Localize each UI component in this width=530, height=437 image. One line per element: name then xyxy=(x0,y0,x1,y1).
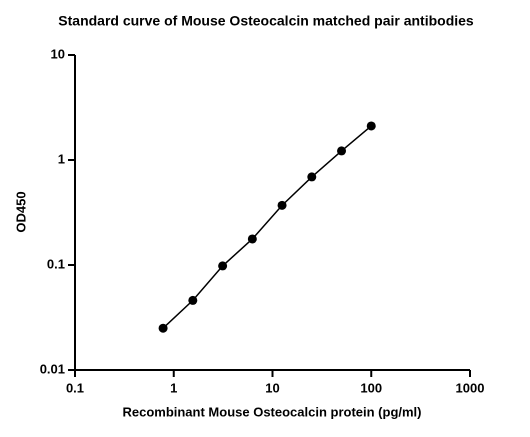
series-line xyxy=(162,125,372,329)
data-point xyxy=(307,172,317,182)
y-axis-title: OD450 xyxy=(13,191,28,232)
x-tick-label: 10 xyxy=(265,380,279,395)
y-tick-label: 0.01 xyxy=(40,361,65,376)
y-tick-label: 0.1 xyxy=(47,256,65,271)
data-point xyxy=(158,323,168,333)
data-point xyxy=(188,295,198,305)
x-tick-label: 0.1 xyxy=(66,380,84,395)
data-point xyxy=(277,200,287,210)
x-tick-label: 1 xyxy=(170,380,177,395)
x-tick-label: 1000 xyxy=(456,380,485,395)
data-point xyxy=(337,146,347,156)
y-tick-label: 1 xyxy=(58,151,65,166)
data-point xyxy=(218,261,228,271)
chart-title: Standard curve of Mouse Osteocalcin matc… xyxy=(58,13,474,29)
y-tick-label: 10 xyxy=(51,46,65,61)
data-point xyxy=(247,234,257,244)
x-tick-label: 100 xyxy=(360,380,382,395)
data-point xyxy=(366,121,376,131)
x-axis-title: Recombinant Mouse Osteocalcin protein (p… xyxy=(122,404,421,419)
